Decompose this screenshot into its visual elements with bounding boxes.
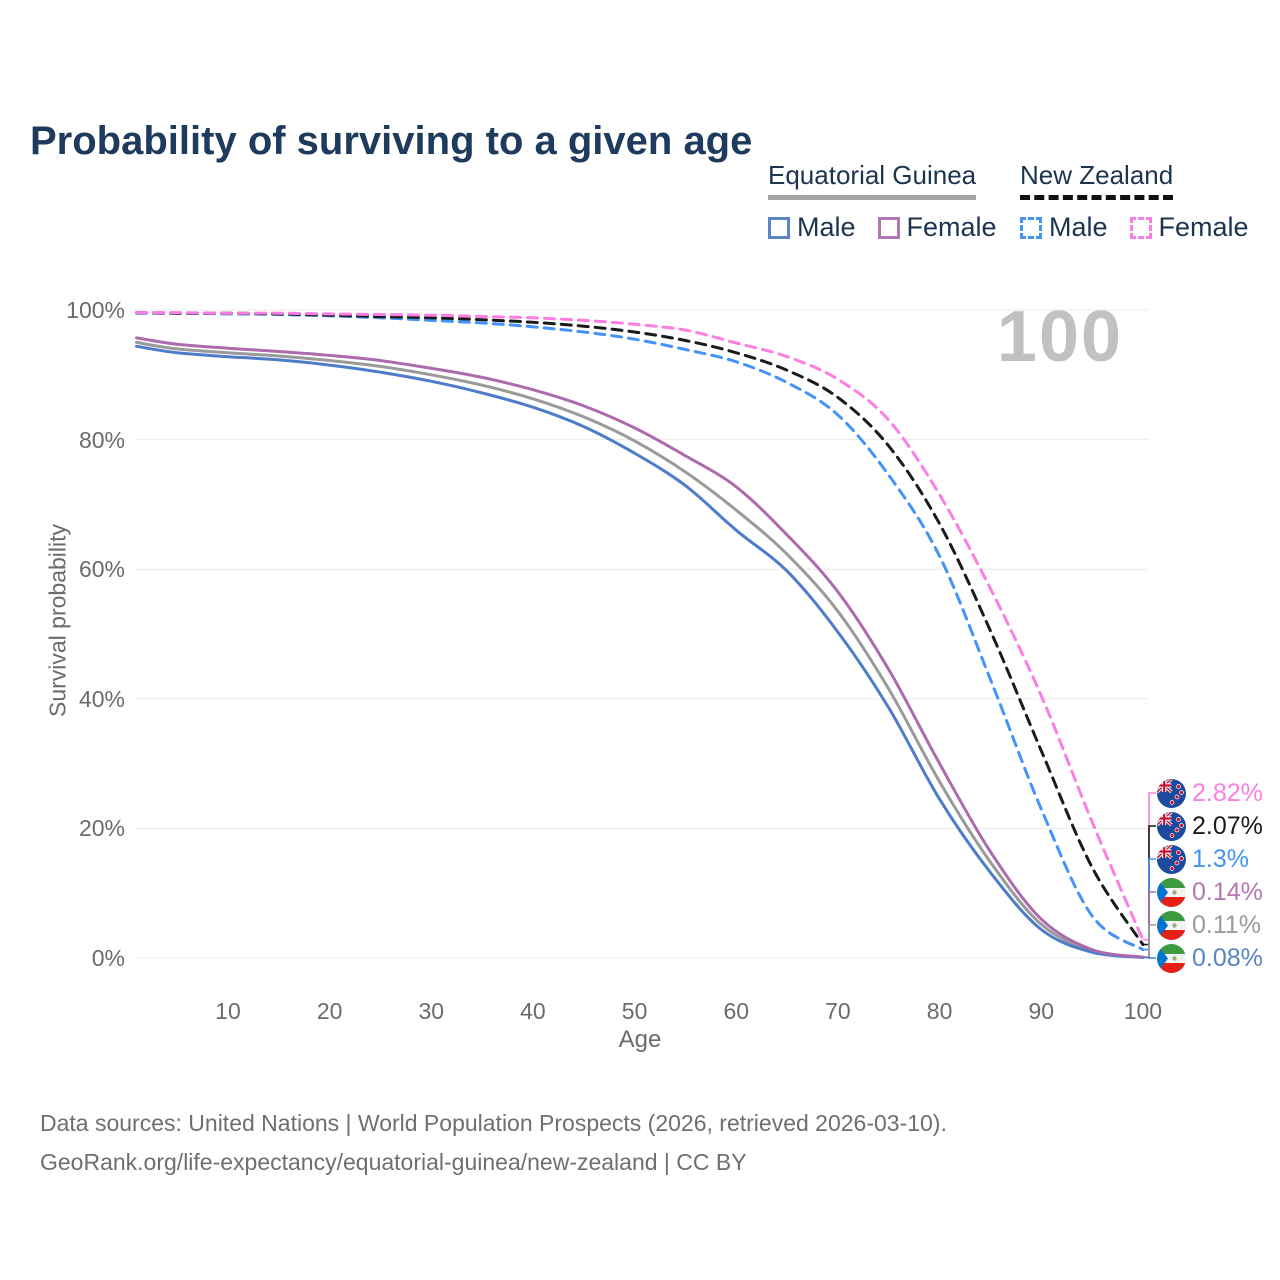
end-label-value: 0.14% [1192,877,1263,906]
legend-item-eg-male: Male [768,212,856,243]
end-label-eg_total: 0.11% [1157,909,1261,941]
y-tick-label: 60% [78,556,125,583]
legend-item-nz-male: Male [1020,212,1108,243]
attribution-note: GeoRank.org/life-expectancy/equatorial-g… [40,1149,747,1175]
x-tick-label: 50 [621,998,648,1024]
end-label-value: 2.07% [1192,811,1263,840]
series-line-nz_total [135,311,1145,947]
eg-male-swatch-icon [768,216,790,239]
series-line-nz_female [135,311,1145,942]
x-tick-label: 70 [825,998,851,1024]
eg-female-swatch-icon [877,216,900,239]
end-label-value: 2.82% [1192,778,1263,807]
new-zealand-flag [1157,844,1186,874]
series-line-eg_total [135,340,1145,959]
x-tick-label: 100 [1123,998,1163,1024]
legend-group-equatorial-guinea: Equatorial Guinea Male Female [768,160,997,243]
series-line-eg_male [135,344,1145,959]
y-tick-label: 40% [78,685,125,712]
end-label-nz_male: 1.3% [1157,843,1249,875]
equatorial-guinea-flag [1157,877,1186,907]
y-axis-title: Survival probability [44,523,71,718]
x-tick-label: 20 [316,998,343,1024]
legend-item-label: Female [1158,212,1249,242]
y-tick-label: 0% [91,945,125,971]
legend-item-label: Female [906,212,997,242]
series-line-eg_female [135,336,1145,959]
new-zealand-flag [1157,778,1186,808]
x-tick-label: 10 [215,998,241,1024]
page-title: Probability of surviving to a given age [30,118,753,163]
y-tick-label: 20% [78,815,125,842]
equatorial-guinea-flag [1157,910,1186,940]
x-tick-label: 30 [418,998,445,1024]
legend-header-new-zealand: New Zealand [1020,160,1174,200]
x-tick-label: 40 [520,998,546,1024]
x-tick-label: 60 [723,998,750,1024]
end-label-value: 0.08% [1192,943,1263,972]
y-tick-label: 100% [66,297,125,323]
end-label-eg_female: 0.14% [1157,876,1263,908]
legend-item-nz-female: Female [1129,212,1249,243]
end-label-value: 1.3% [1192,844,1249,873]
end-label-nz_female: 2.82% [1157,777,1263,809]
legend-item-label: Male [1049,212,1108,242]
legend-header-equatorial-guinea: Equatorial Guinea [768,160,977,200]
equatorial-guinea-flag [1157,943,1186,973]
end-label-connector-eg_total [1142,924,1156,959]
end-label-connector-eg_male [1142,956,1156,959]
legend-item-label: Male [797,212,856,242]
x-axis-title: Age [618,1026,662,1053]
end-label-eg_male: 0.08% [1157,942,1263,974]
legend-group-new-zealand: New Zealand Male Female [1020,160,1249,243]
end-label-value: 0.11% [1192,910,1262,939]
new-zealand-flag [1157,811,1186,841]
data-source-note: Data sources: United Nations | World Pop… [40,1110,947,1136]
nz-female-swatch-icon [1129,216,1152,239]
x-tick-label: 90 [1028,998,1055,1024]
x-tick-label: 80 [926,998,953,1024]
nz-male-swatch-icon [1020,216,1042,239]
y-tick-label: 80% [78,426,125,453]
legend-item-eg-female: Female [877,212,997,243]
end-label-nz_total: 2.07% [1157,810,1263,842]
